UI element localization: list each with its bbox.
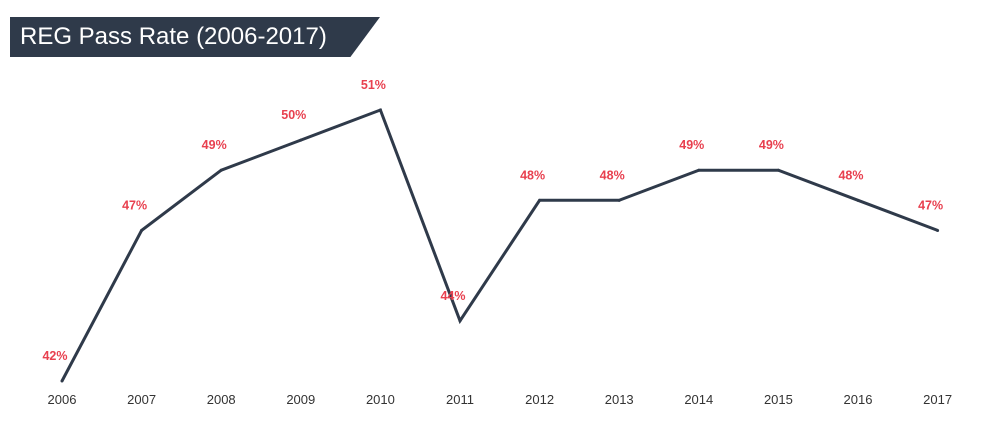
- data-label-2016: 48%: [838, 168, 863, 182]
- data-label-2009: 50%: [281, 108, 306, 122]
- x-tick-label-2017: 2017: [923, 392, 952, 407]
- data-label-2008: 49%: [202, 138, 227, 152]
- title-banner: REG Pass Rate (2006-2017): [10, 17, 380, 57]
- data-point-2007: [140, 228, 144, 232]
- data-label-2006: 42%: [42, 349, 67, 363]
- x-tick-label-2006: 2006: [48, 392, 77, 407]
- data-point-2010: [378, 108, 382, 112]
- data-point-2015: [776, 168, 780, 172]
- x-tick-label-2008: 2008: [207, 392, 236, 407]
- series-line: [60, 108, 939, 382]
- data-point-2012: [538, 198, 542, 202]
- x-tick-label-2013: 2013: [605, 392, 634, 407]
- data-point-2017: [936, 228, 940, 232]
- data-point-2014: [697, 168, 701, 172]
- x-tick-label-2015: 2015: [764, 392, 793, 407]
- data-label-2007: 47%: [122, 198, 147, 212]
- data-point-2011: [458, 319, 462, 323]
- data-label-2010: 51%: [361, 78, 386, 92]
- data-label-2014: 49%: [679, 138, 704, 152]
- data-point-2016: [856, 198, 860, 202]
- chart-title: REG Pass Rate (2006-2017): [20, 23, 327, 50]
- x-tick-label-2010: 2010: [366, 392, 395, 407]
- data-label-2015: 49%: [759, 138, 784, 152]
- x-tick-label-2014: 2014: [684, 392, 713, 407]
- data-point-2008: [219, 168, 223, 172]
- data-label-2013: 48%: [600, 168, 625, 182]
- x-tick-label-2011: 2011: [446, 392, 474, 407]
- data-point-2009: [299, 138, 303, 142]
- data-label-2012: 48%: [520, 168, 545, 182]
- x-tick-label-2012: 2012: [525, 392, 554, 407]
- x-tick-label-2009: 2009: [286, 392, 315, 407]
- x-tick-label-2007: 2007: [127, 392, 156, 407]
- x-tick-label-2016: 2016: [844, 392, 873, 407]
- data-label-2017: 47%: [918, 198, 943, 212]
- data-point-2006: [60, 379, 64, 383]
- data-label-2011: 44%: [440, 289, 465, 303]
- data-point-2013: [617, 198, 621, 202]
